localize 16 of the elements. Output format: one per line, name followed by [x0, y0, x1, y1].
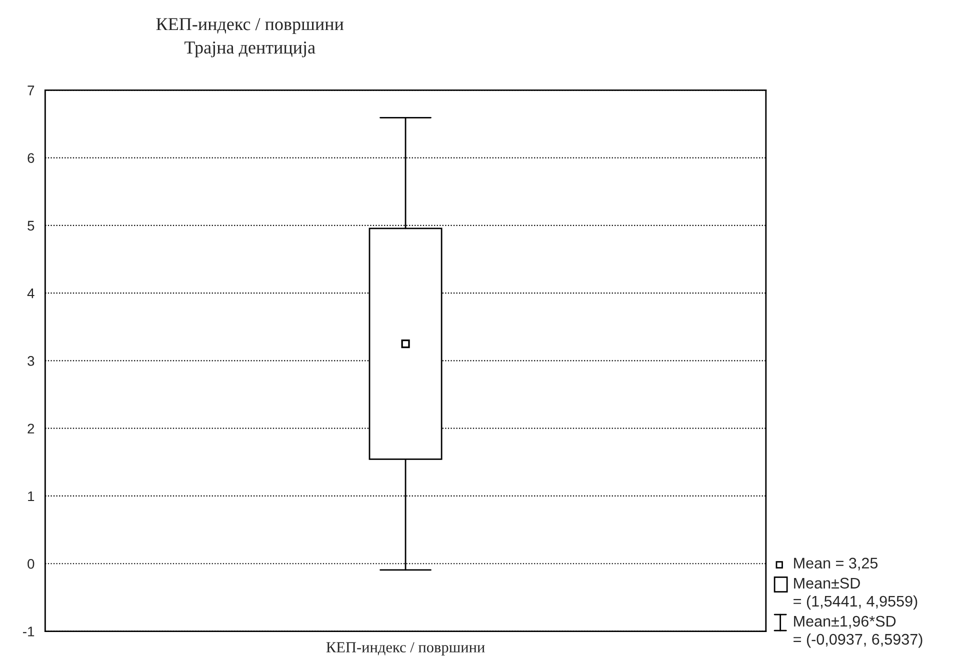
chart-title: КЕП-индекс / површини	[156, 18, 344, 34]
text: = (1,5441, 4,9559)	[794, 595, 918, 610]
y-tick-label: 5	[28, 220, 34, 231]
y-tick-label: 7	[28, 86, 34, 96]
text: Mean±1,96*SD	[794, 616, 896, 628]
y-tick-label: -1	[23, 626, 34, 636]
y-tick-label: 6	[28, 153, 34, 163]
text: Mean = 3,25	[794, 558, 878, 570]
y-tick-label: 4	[27, 288, 34, 298]
chart-subtitle: Трајна дентиција	[184, 41, 316, 58]
y-tick-label: 0	[28, 558, 34, 569]
text: = (-0,0937, 6,5937)	[794, 633, 922, 648]
text: Mean±SD	[794, 578, 860, 589]
y-tick-label: 1	[28, 491, 34, 502]
y-tick-label: 3	[28, 356, 34, 366]
y-tick-label: 2	[28, 424, 34, 434]
